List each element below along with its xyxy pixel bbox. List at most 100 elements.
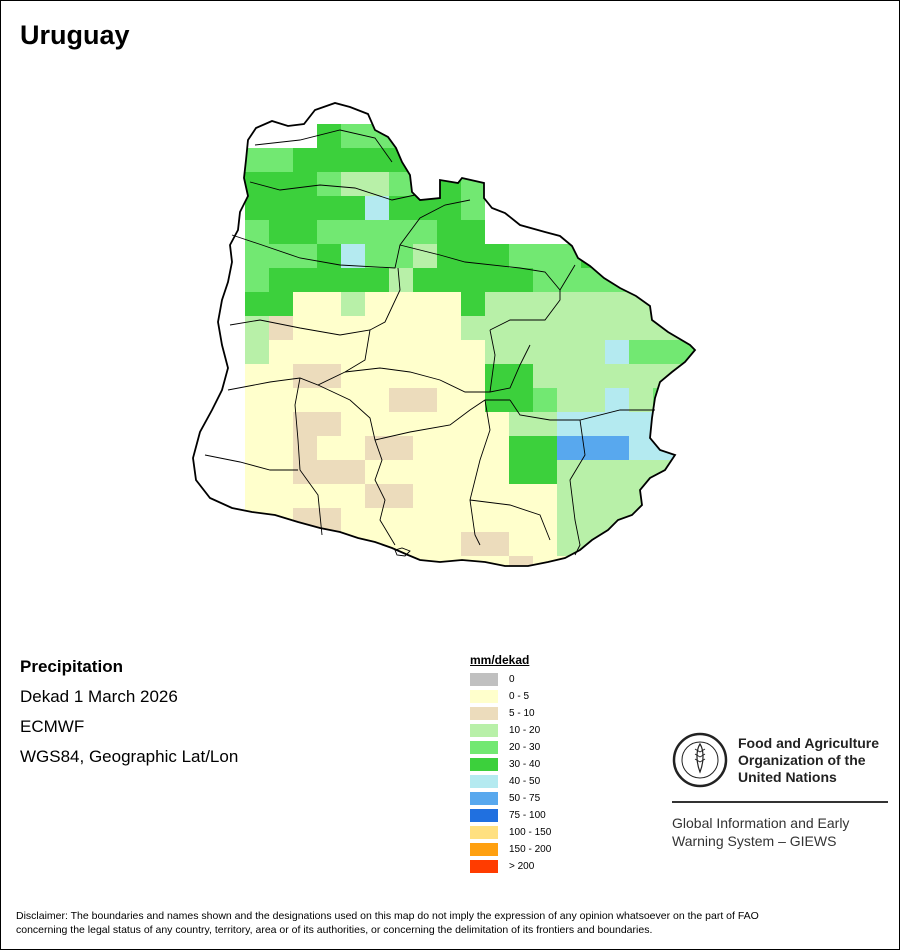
grid-cell bbox=[365, 628, 389, 652]
grid-cell bbox=[749, 580, 773, 604]
grid-cell bbox=[533, 340, 557, 364]
grid-cell bbox=[437, 196, 461, 220]
grid-cell bbox=[293, 436, 317, 460]
grid-cell bbox=[773, 676, 797, 700]
grid-cell bbox=[797, 316, 821, 340]
grid-cell bbox=[485, 460, 509, 484]
grid-cell bbox=[389, 340, 413, 364]
legend-item: 100 - 150 bbox=[470, 824, 551, 841]
grid-cell bbox=[341, 412, 365, 436]
grid-cell bbox=[653, 508, 677, 532]
grid-cell bbox=[485, 364, 509, 388]
grid-cell bbox=[365, 388, 389, 412]
grid-cell bbox=[245, 220, 269, 244]
department-border bbox=[204, 454, 298, 471]
grid-cell bbox=[437, 508, 461, 532]
grid-cell bbox=[389, 364, 413, 388]
grid-cell bbox=[365, 580, 389, 604]
grid-cell bbox=[437, 340, 461, 364]
grid-cell bbox=[629, 556, 653, 566]
grid-cell bbox=[461, 580, 485, 604]
grid-cell bbox=[653, 460, 677, 484]
grid-cell bbox=[821, 580, 845, 604]
grid-cell bbox=[797, 412, 821, 436]
legend-item: 150 - 200 bbox=[470, 841, 551, 858]
grid-cell bbox=[413, 580, 437, 604]
grid-cell bbox=[557, 676, 581, 700]
grid-cell bbox=[557, 364, 581, 388]
grid-cell bbox=[365, 220, 389, 244]
grid-cell bbox=[437, 604, 461, 628]
grid-cell bbox=[317, 220, 341, 244]
grid-cell bbox=[629, 292, 653, 316]
grid-cell bbox=[341, 220, 365, 244]
grid-cell bbox=[509, 580, 533, 604]
grid-cell bbox=[509, 460, 533, 484]
grid-cell bbox=[605, 412, 629, 436]
model-label: ECMWF bbox=[20, 717, 85, 736]
grid-cell bbox=[437, 292, 461, 316]
grid-cell bbox=[317, 292, 341, 316]
grid-cell bbox=[341, 628, 365, 652]
grid-cell bbox=[317, 388, 341, 412]
grid-cell bbox=[773, 508, 797, 532]
grid-cell bbox=[677, 388, 695, 412]
grid-cell bbox=[581, 364, 605, 388]
grid-cell bbox=[269, 532, 293, 556]
grid-cell bbox=[749, 556, 773, 580]
grid-cell bbox=[293, 508, 317, 532]
legend-swatch bbox=[470, 673, 498, 686]
grid-cell bbox=[461, 460, 485, 484]
grid-cell bbox=[245, 196, 269, 220]
grid-cell bbox=[317, 460, 341, 484]
islands bbox=[394, 547, 411, 557]
grid-cell bbox=[317, 580, 341, 604]
department-border bbox=[249, 181, 416, 201]
grid-cell bbox=[365, 148, 389, 172]
grid-cell bbox=[605, 628, 629, 652]
grid-cell bbox=[389, 484, 413, 508]
grid-cell bbox=[485, 508, 509, 532]
grid-cell bbox=[797, 340, 821, 364]
grid-cell bbox=[485, 316, 509, 340]
grid-cell bbox=[485, 556, 509, 566]
grid-cell bbox=[725, 388, 749, 412]
legend-swatch bbox=[470, 758, 498, 771]
grid-cell bbox=[293, 628, 317, 652]
grid-cell bbox=[653, 220, 677, 244]
grid-cell bbox=[749, 604, 773, 628]
grid-cell bbox=[701, 220, 725, 244]
grid-cell bbox=[629, 364, 653, 388]
grid-cell bbox=[653, 244, 677, 268]
grid-cell bbox=[701, 580, 725, 604]
grid-cell bbox=[293, 196, 317, 220]
legend-item: 0 - 5 bbox=[470, 688, 551, 705]
grid-cell bbox=[629, 628, 653, 652]
grid-cell bbox=[701, 436, 725, 460]
grid-cell bbox=[317, 148, 341, 172]
legend-label: 50 - 75 bbox=[509, 793, 541, 804]
grid-cell bbox=[413, 628, 437, 652]
grid-cell bbox=[653, 364, 677, 388]
grid-cell bbox=[245, 460, 269, 484]
fao-name: Food and Agriculture Organization of the… bbox=[738, 735, 879, 786]
grid-cell bbox=[533, 412, 557, 436]
grid-cell bbox=[341, 124, 365, 148]
grid-cell bbox=[293, 172, 317, 196]
grid-cell bbox=[485, 604, 509, 628]
grid-cell bbox=[341, 148, 365, 172]
grid-cell bbox=[509, 556, 533, 566]
grid-cell bbox=[653, 292, 677, 316]
grid-cell bbox=[413, 244, 437, 268]
logo-divider bbox=[672, 801, 888, 803]
grid-cell bbox=[485, 244, 509, 268]
grid-cell bbox=[749, 436, 773, 460]
grid-cell bbox=[437, 580, 461, 604]
legend-swatch bbox=[470, 775, 498, 788]
grid-cell bbox=[773, 388, 797, 412]
grid-cell bbox=[581, 388, 605, 412]
grid-cell bbox=[557, 340, 581, 364]
grid-cell bbox=[245, 580, 269, 604]
grid-cell bbox=[437, 484, 461, 508]
